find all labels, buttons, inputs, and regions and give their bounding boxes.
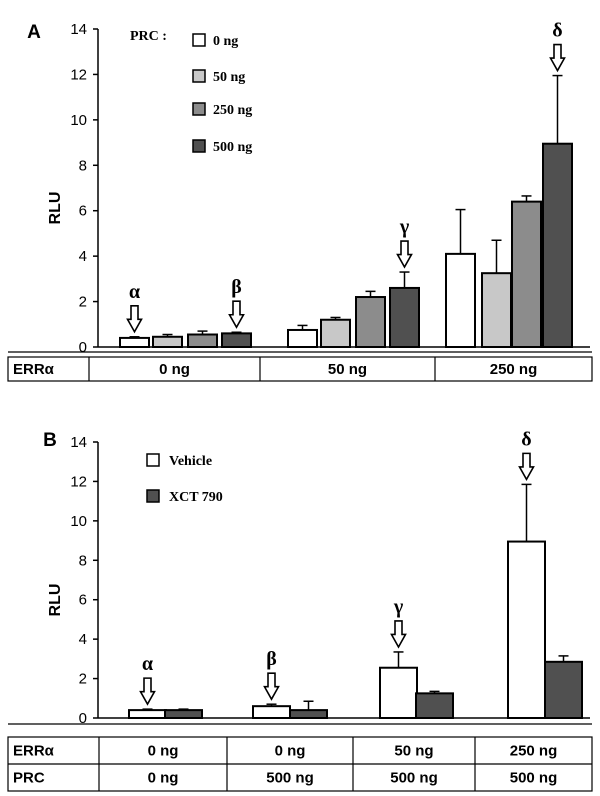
panela-table-row-label-0: ERRα — [13, 361, 55, 378]
panela-bar-s0-g1 — [287, 328, 318, 349]
panela-legend-swatch-2 — [192, 102, 206, 116]
panela-legend-label-3: 500 ng — [213, 140, 252, 155]
panela-legend-swatch-0 — [192, 33, 206, 47]
panela-bar-s3-g2 — [542, 142, 573, 348]
panela-table-frame — [7, 356, 593, 382]
panela-bar-s1-g0 — [152, 335, 183, 348]
panela-annotation-3: δ — [552, 20, 562, 42]
panela-ytick-label-6: 6 — [79, 203, 87, 220]
panelb-annotation-arrow-2 — [390, 620, 407, 649]
panelb-annotation-0: α — [142, 653, 153, 675]
panela-annotation-1: β — [231, 276, 242, 298]
panela-annotation-0: α — [129, 281, 140, 303]
panela-table-cell-r0-c0: 0 ng — [159, 361, 190, 378]
panela-legend-swatch-3 — [192, 139, 206, 153]
panela-ytick-label-0: 0 — [79, 339, 87, 356]
panela-ytick-label-14: 14 — [70, 21, 87, 38]
panela-y-axis-label: RLU — [47, 192, 64, 225]
panelb-annotation-3: δ — [521, 428, 531, 450]
panelb-table-cell-r0-c1: 0 ng — [275, 743, 306, 760]
panela-ytick-label-2: 2 — [79, 294, 87, 311]
panelb-bar-s0-g3 — [507, 540, 546, 719]
panela-annotation-arrow-3 — [549, 43, 566, 73]
panelb-legend-label-1: XCT 790 — [169, 490, 223, 505]
panelb-ytick-label-12: 12 — [70, 473, 87, 490]
panela-bar-s3-g0 — [221, 332, 252, 349]
panela-ytick-label-10: 10 — [70, 112, 87, 129]
panela-label: A — [27, 22, 41, 43]
panelb-legend-swatch-0 — [146, 453, 160, 467]
panela-legend-label-1: 50 ng — [213, 70, 245, 85]
panelb-table-cell-r1-c0: 0 ng — [148, 770, 179, 787]
panela-annotation-arrow-0 — [126, 304, 143, 334]
panela-table-cell-r0-c1: 50 ng — [328, 361, 367, 378]
panela-bar-s1-g1 — [320, 318, 351, 349]
panelb-label: B — [43, 430, 57, 451]
panelb-table-cell-r1-c1: 500 ng — [266, 770, 314, 787]
panelb-bar-s0-g2 — [379, 666, 418, 720]
panela-legend-label-0: 0 ng — [213, 34, 238, 49]
panela-ytick-label-4: 4 — [79, 248, 87, 265]
panela-ytick-label-12: 12 — [70, 66, 87, 83]
panela-legend-label-2: 250 ng — [213, 103, 252, 118]
panela-ytick-label-8: 8 — [79, 157, 87, 174]
panela-bar-s0-g0 — [119, 336, 150, 348]
panelb-annotation-2: γ — [393, 596, 404, 618]
panelb-table-cell-r0-c3: 250 ng — [510, 743, 558, 760]
panela-bar-s3-g1 — [389, 286, 420, 349]
panelb-legend-swatch-1 — [146, 489, 160, 503]
panelb-bar-s0-g0 — [128, 709, 167, 719]
panela-legend-title: PRC : — [130, 29, 167, 44]
panelb-ytick-label-2: 2 — [79, 671, 87, 688]
panelb-annotation-arrow-1 — [263, 672, 280, 701]
panelb-ytick-label-6: 6 — [79, 592, 87, 609]
panelb-ytick-label-8: 8 — [79, 552, 87, 569]
panelb-bar-s1-g2 — [415, 692, 454, 719]
panela-bar-s2-g1 — [355, 296, 386, 348]
panela-bar-s0-g2 — [445, 252, 476, 348]
panelb-table-cell-r1-c3: 500 ng — [510, 770, 558, 787]
panela-annotation-arrow-2 — [396, 240, 413, 269]
panelb-table-row-label-1: PRC — [13, 770, 45, 787]
panelb-bar-s1-g0 — [164, 709, 203, 719]
panela-table-cell-r0-c2: 250 ng — [490, 361, 538, 378]
panelb-annotation-1: β — [266, 648, 277, 670]
panelb-y-axis-label: RLU — [47, 584, 64, 617]
panelb-table-cell-r1-c2: 500 ng — [390, 770, 438, 787]
panelb-table-cell-r0-c0: 0 ng — [148, 743, 179, 760]
panelb-annotation-arrow-3 — [518, 452, 535, 482]
panelb-table-cell-r0-c2: 50 ng — [394, 743, 433, 760]
panelb-annotation-arrow-0 — [139, 677, 156, 706]
panela-annotation-arrow-1 — [228, 300, 245, 329]
panelb-bar-s1-g1 — [289, 709, 328, 719]
panela-bar-s2-g2 — [511, 200, 542, 348]
panelb-bar-s0-g1 — [252, 705, 291, 720]
panela-annotation-2: γ — [399, 216, 410, 238]
panela-legend-swatch-1 — [192, 69, 206, 83]
panelb-ytick-label-0: 0 — [79, 710, 87, 727]
panelb-ytick-label-4: 4 — [79, 631, 87, 648]
panelb-legend-label-0: Vehicle — [169, 454, 212, 469]
panelb-ytick-label-10: 10 — [70, 513, 87, 530]
panela-bar-s2-g0 — [187, 333, 218, 348]
panelb-ytick-label-14: 14 — [70, 434, 87, 451]
panela-bar-s1-g2 — [481, 272, 512, 348]
panelb-bar-s1-g3 — [544, 660, 583, 719]
panelb-table-row-label-0: ERRα — [13, 743, 55, 760]
